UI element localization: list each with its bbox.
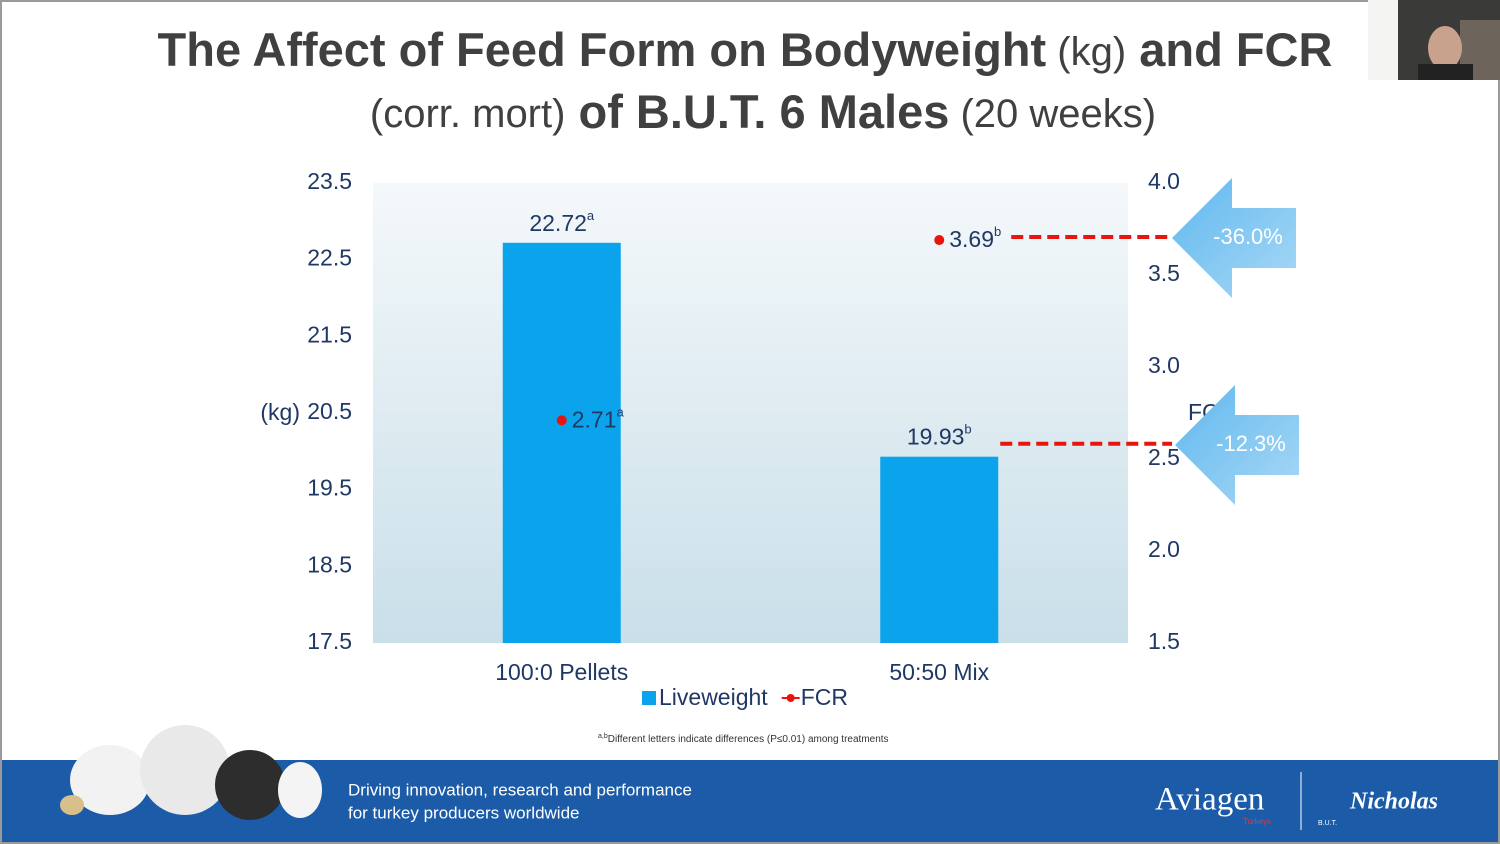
y-tick-label: 23.5 [307, 168, 352, 194]
y-tick-label: 20.5 [307, 398, 352, 424]
annotation: -12.3% [1216, 431, 1286, 456]
y2-tick-label: 2.0 [1148, 536, 1180, 562]
y-axis-label: (kg) [260, 399, 300, 425]
bar [502, 242, 621, 644]
y-tick-label: 19.5 [307, 475, 352, 501]
x-tick-label: 100:0 Pellets [495, 659, 628, 685]
title-part: (kg) [1046, 30, 1126, 74]
data-label-value: 19.93 [907, 424, 965, 450]
arrow [1175, 385, 1299, 505]
legend-swatch [786, 694, 795, 702]
data-label-sup: a [617, 405, 625, 420]
title-part: of B.U.T. 6 Males [565, 85, 949, 138]
y2-tick-label: 3.5 [1148, 260, 1180, 286]
tagline: Driving innovation, research and perform… [348, 780, 692, 799]
data-label-value: 22.72 [529, 210, 587, 236]
data-label: 22.72a [529, 208, 595, 236]
y2-tick-label: 3.0 [1148, 352, 1180, 378]
fcr-point [556, 415, 567, 426]
title-part: and FCR [1126, 23, 1332, 76]
title-part: The Affect of Feed Form on Bodyweight [158, 23, 1047, 76]
title-part: (20 weeks) [949, 92, 1156, 136]
data-label: 2.71a [572, 405, 625, 433]
y-tick-label: 17.5 [307, 628, 352, 654]
title-line-2: (corr. mort) of B.U.T. 6 Males (20 weeks… [370, 85, 1156, 138]
logo-nicholas: Nicholas [1349, 789, 1438, 815]
legend-label: Liveweight [659, 684, 768, 710]
footnote-text: Different letters indicate differences (… [608, 734, 889, 745]
legend-swatch [642, 691, 656, 705]
data-label-value: 3.69 [949, 226, 994, 252]
y2-tick-label: 1.5 [1148, 628, 1180, 654]
webcam-overlay [1368, 0, 1500, 80]
y-tick-label: 21.5 [307, 321, 352, 347]
annotation: -36.0% [1213, 224, 1283, 249]
legend: Liveweight FCR [642, 684, 848, 710]
plot-area [373, 183, 1128, 643]
data-label-sup: b [964, 422, 971, 437]
bar [880, 456, 999, 643]
footnote: a,bDifferent letters indicate difference… [598, 733, 889, 745]
y-tick-label: 18.5 [307, 551, 352, 577]
logo-but: B.U.T. [1318, 820, 1337, 827]
arrow [1172, 178, 1296, 298]
fcr-point [934, 235, 945, 246]
data-label-sup: b [994, 224, 1001, 239]
title-line-1: The Affect of Feed Form on Bodyweight (k… [158, 23, 1333, 76]
logo-aviagen: Aviagen [1155, 782, 1264, 818]
turkeys-illustration [60, 725, 322, 820]
data-label-sup: a [587, 208, 595, 223]
data-label: 3.69b [949, 224, 1001, 252]
tagline: for turkey producers worldwide [348, 803, 579, 822]
y2-tick-label: 2.5 [1148, 444, 1180, 470]
data-label-value: 2.71 [572, 406, 617, 432]
y2-tick-label: 4.0 [1148, 168, 1180, 194]
title-part: (corr. mort) [370, 92, 566, 136]
footnote-sup: a,b [598, 733, 608, 740]
legend-label: FCR [801, 684, 848, 710]
data-label: 19.93b [907, 422, 972, 450]
logo-turkeys: Turkeys [1243, 817, 1271, 826]
y-tick-label: 22.5 [307, 245, 352, 271]
x-tick-label: 50:50 Mix [889, 659, 989, 685]
